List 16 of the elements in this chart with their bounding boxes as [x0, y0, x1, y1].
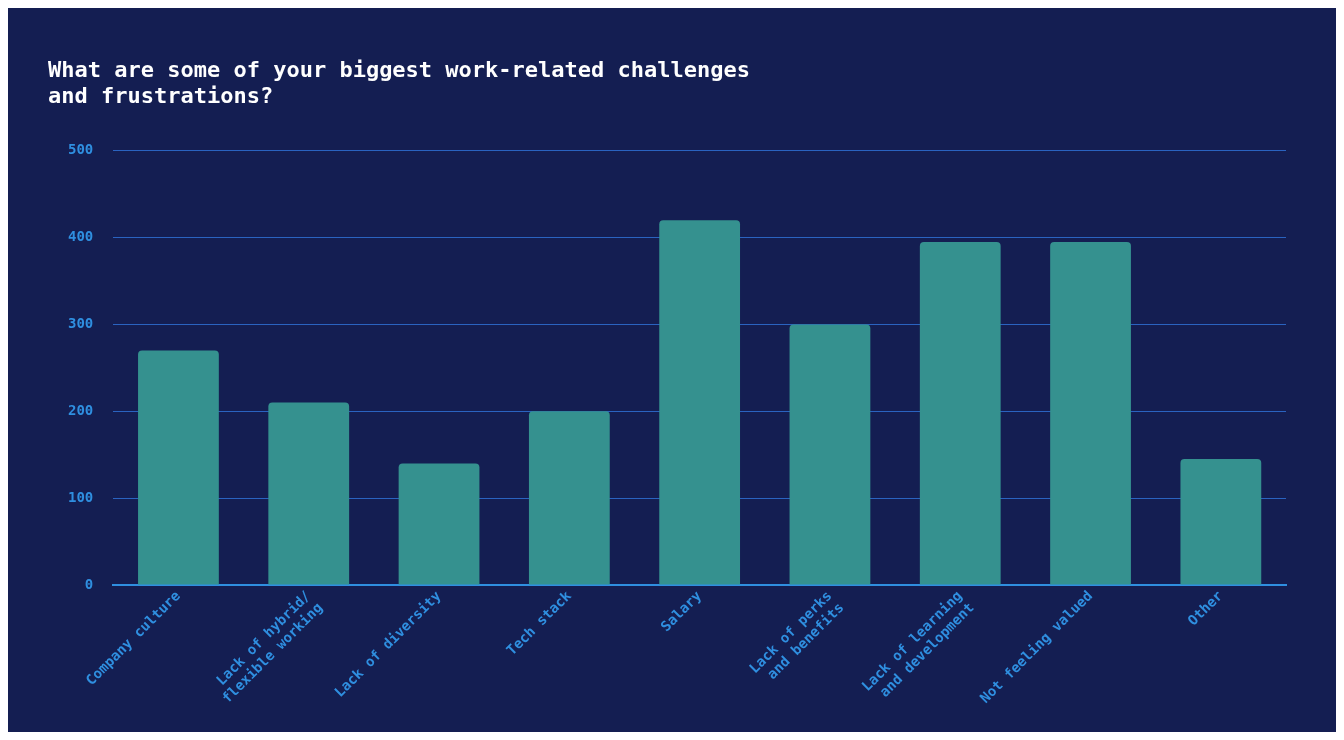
y-tick-label: 100: [67, 488, 94, 505]
bar: [659, 220, 741, 585]
y-tick-label: 0: [84, 575, 94, 592]
bar: [528, 411, 610, 585]
y-tick-label: 500: [67, 141, 94, 158]
y-tick-label: 200: [67, 401, 94, 418]
chart-title: What are some of your biggest work-related challenges and frustrations?: [48, 56, 750, 109]
bar: [1180, 459, 1262, 585]
bar: [919, 241, 1001, 585]
bar: [268, 402, 350, 585]
y-tick-label: 300: [67, 315, 94, 332]
bar: [398, 463, 480, 585]
bar: [1050, 241, 1131, 585]
bar: [138, 350, 219, 585]
bar: [789, 324, 871, 585]
y-tick-label: 400: [67, 228, 94, 245]
